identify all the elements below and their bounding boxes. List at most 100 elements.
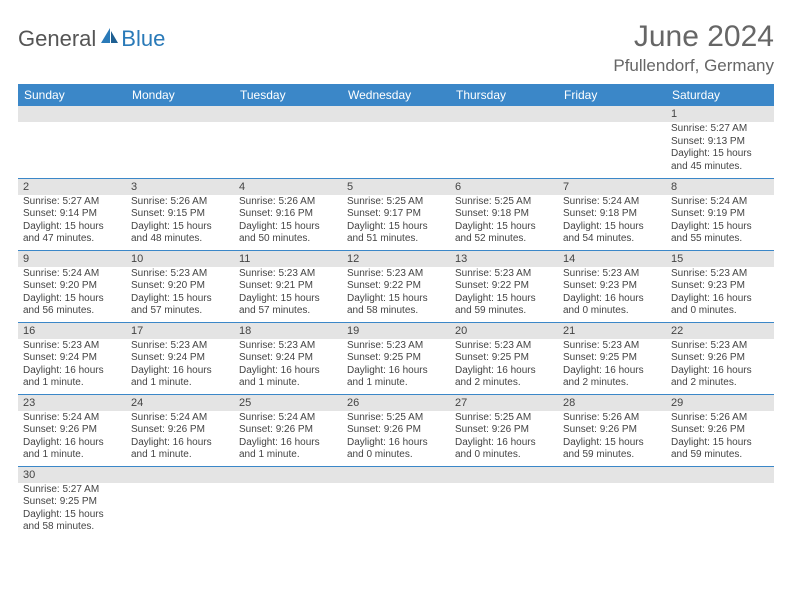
daylight-text: Daylight: 16 hours and 1 minute. [347, 365, 445, 390]
calendar-empty-cell [450, 106, 558, 178]
sunset-text: Sunset: 9:24 PM [23, 352, 121, 365]
daylight-text: Daylight: 15 hours and 50 minutes. [239, 221, 337, 246]
day-number: 29 [666, 395, 774, 411]
day-details: Sunrise: 5:23 AMSunset: 9:25 PMDaylight:… [342, 339, 450, 392]
calendar-day-cell: 21Sunrise: 5:23 AMSunset: 9:25 PMDayligh… [558, 322, 666, 394]
daylight-text: Daylight: 15 hours and 59 minutes. [455, 293, 553, 318]
sunrise-text: Sunrise: 5:24 AM [671, 196, 769, 209]
sunrise-text: Sunrise: 5:26 AM [671, 412, 769, 425]
calendar-day-cell: 12Sunrise: 5:23 AMSunset: 9:22 PMDayligh… [342, 250, 450, 322]
calendar-day-cell: 16Sunrise: 5:23 AMSunset: 9:24 PMDayligh… [18, 322, 126, 394]
day-number: 14 [558, 251, 666, 267]
day-details: Sunrise: 5:23 AMSunset: 9:23 PMDaylight:… [666, 267, 774, 320]
calendar-day-cell: 8Sunrise: 5:24 AMSunset: 9:19 PMDaylight… [666, 178, 774, 250]
calendar-week-row: 30Sunrise: 5:27 AMSunset: 9:25 PMDayligh… [18, 466, 774, 538]
day-details [126, 122, 234, 172]
day-number [558, 467, 666, 483]
calendar-day-cell: 13Sunrise: 5:23 AMSunset: 9:22 PMDayligh… [450, 250, 558, 322]
sunrise-text: Sunrise: 5:25 AM [347, 412, 445, 425]
day-of-week-header: Thursday [450, 84, 558, 106]
calendar-day-cell: 30Sunrise: 5:27 AMSunset: 9:25 PMDayligh… [18, 466, 126, 538]
day-number: 22 [666, 323, 774, 339]
day-details: Sunrise: 5:23 AMSunset: 9:20 PMDaylight:… [126, 267, 234, 320]
sunset-text: Sunset: 9:17 PM [347, 208, 445, 221]
daylight-text: Daylight: 15 hours and 56 minutes. [23, 293, 121, 318]
day-details [234, 483, 342, 533]
calendar-day-cell: 23Sunrise: 5:24 AMSunset: 9:26 PMDayligh… [18, 394, 126, 466]
day-number: 10 [126, 251, 234, 267]
day-number: 8 [666, 179, 774, 195]
daylight-text: Daylight: 15 hours and 51 minutes. [347, 221, 445, 246]
day-details [450, 122, 558, 172]
daylight-text: Daylight: 16 hours and 2 minutes. [671, 365, 769, 390]
calendar-day-cell: 25Sunrise: 5:24 AMSunset: 9:26 PMDayligh… [234, 394, 342, 466]
daylight-text: Daylight: 16 hours and 1 minute. [131, 437, 229, 462]
daylight-text: Daylight: 15 hours and 55 minutes. [671, 221, 769, 246]
sunset-text: Sunset: 9:25 PM [23, 496, 121, 509]
daylight-text: Daylight: 16 hours and 0 minutes. [347, 437, 445, 462]
day-details: Sunrise: 5:26 AMSunset: 9:26 PMDaylight:… [558, 411, 666, 464]
location: Pfullendorf, Germany [613, 56, 774, 76]
day-details: Sunrise: 5:24 AMSunset: 9:26 PMDaylight:… [234, 411, 342, 464]
calendar-day-cell: 22Sunrise: 5:23 AMSunset: 9:26 PMDayligh… [666, 322, 774, 394]
sunrise-text: Sunrise: 5:23 AM [239, 340, 337, 353]
day-details: Sunrise: 5:24 AMSunset: 9:20 PMDaylight:… [18, 267, 126, 320]
day-details: Sunrise: 5:24 AMSunset: 9:18 PMDaylight:… [558, 195, 666, 248]
day-details: Sunrise: 5:23 AMSunset: 9:22 PMDaylight:… [450, 267, 558, 320]
day-details: Sunrise: 5:26 AMSunset: 9:16 PMDaylight:… [234, 195, 342, 248]
sunrise-text: Sunrise: 5:25 AM [455, 196, 553, 209]
calendar-empty-cell [234, 466, 342, 538]
day-details [342, 483, 450, 533]
sunset-text: Sunset: 9:21 PM [239, 280, 337, 293]
calendar-day-cell: 3Sunrise: 5:26 AMSunset: 9:15 PMDaylight… [126, 178, 234, 250]
day-details: Sunrise: 5:23 AMSunset: 9:25 PMDaylight:… [558, 339, 666, 392]
day-number [18, 106, 126, 122]
calendar-day-cell: 27Sunrise: 5:25 AMSunset: 9:26 PMDayligh… [450, 394, 558, 466]
sail-icon [98, 26, 120, 52]
day-details: Sunrise: 5:23 AMSunset: 9:23 PMDaylight:… [558, 267, 666, 320]
day-details: Sunrise: 5:27 AMSunset: 9:14 PMDaylight:… [18, 195, 126, 248]
daylight-text: Daylight: 16 hours and 1 minute. [239, 437, 337, 462]
day-number: 7 [558, 179, 666, 195]
day-number [450, 467, 558, 483]
day-number: 11 [234, 251, 342, 267]
day-details [342, 122, 450, 172]
day-details: Sunrise: 5:23 AMSunset: 9:24 PMDaylight:… [234, 339, 342, 392]
daylight-text: Daylight: 16 hours and 0 minutes. [455, 437, 553, 462]
daylight-text: Daylight: 15 hours and 58 minutes. [23, 509, 121, 534]
calendar-week-row: 16Sunrise: 5:23 AMSunset: 9:24 PMDayligh… [18, 322, 774, 394]
calendar-day-cell: 10Sunrise: 5:23 AMSunset: 9:20 PMDayligh… [126, 250, 234, 322]
sunset-text: Sunset: 9:24 PM [239, 352, 337, 365]
calendar-day-cell: 19Sunrise: 5:23 AMSunset: 9:25 PMDayligh… [342, 322, 450, 394]
sunset-text: Sunset: 9:18 PM [563, 208, 661, 221]
daylight-text: Daylight: 15 hours and 48 minutes. [131, 221, 229, 246]
calendar-week-row: 1Sunrise: 5:27 AMSunset: 9:13 PMDaylight… [18, 106, 774, 178]
day-number: 17 [126, 323, 234, 339]
daylight-text: Daylight: 15 hours and 52 minutes. [455, 221, 553, 246]
day-details [558, 483, 666, 533]
calendar-day-cell: 26Sunrise: 5:25 AMSunset: 9:26 PMDayligh… [342, 394, 450, 466]
day-details: Sunrise: 5:23 AMSunset: 9:22 PMDaylight:… [342, 267, 450, 320]
calendar-day-cell: 20Sunrise: 5:23 AMSunset: 9:25 PMDayligh… [450, 322, 558, 394]
day-number: 27 [450, 395, 558, 411]
day-number: 13 [450, 251, 558, 267]
sunset-text: Sunset: 9:23 PM [563, 280, 661, 293]
sunset-text: Sunset: 9:19 PM [671, 208, 769, 221]
day-details: Sunrise: 5:23 AMSunset: 9:24 PMDaylight:… [126, 339, 234, 392]
calendar-empty-cell [558, 466, 666, 538]
calendar-day-cell: 2Sunrise: 5:27 AMSunset: 9:14 PMDaylight… [18, 178, 126, 250]
sunset-text: Sunset: 9:15 PM [131, 208, 229, 221]
sunrise-text: Sunrise: 5:24 AM [563, 196, 661, 209]
calendar-day-cell: 5Sunrise: 5:25 AMSunset: 9:17 PMDaylight… [342, 178, 450, 250]
daylight-text: Daylight: 16 hours and 2 minutes. [563, 365, 661, 390]
daylight-text: Daylight: 16 hours and 1 minute. [23, 365, 121, 390]
days-of-week-row: SundayMondayTuesdayWednesdayThursdayFrid… [18, 84, 774, 106]
calendar-day-cell: 6Sunrise: 5:25 AMSunset: 9:18 PMDaylight… [450, 178, 558, 250]
day-number: 12 [342, 251, 450, 267]
calendar-day-cell: 24Sunrise: 5:24 AMSunset: 9:26 PMDayligh… [126, 394, 234, 466]
calendar-day-cell: 4Sunrise: 5:26 AMSunset: 9:16 PMDaylight… [234, 178, 342, 250]
day-number: 21 [558, 323, 666, 339]
sunrise-text: Sunrise: 5:27 AM [23, 196, 121, 209]
sunset-text: Sunset: 9:26 PM [563, 424, 661, 437]
day-details [18, 122, 126, 172]
